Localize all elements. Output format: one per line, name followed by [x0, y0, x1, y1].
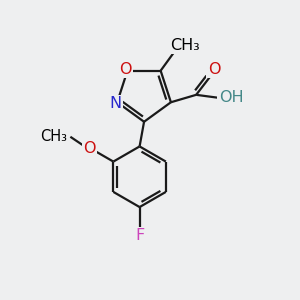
Text: N: N [110, 96, 122, 111]
Text: O: O [208, 62, 220, 77]
Text: OH: OH [219, 90, 243, 105]
Text: O: O [119, 62, 131, 77]
Text: F: F [135, 228, 144, 243]
Text: CH₃: CH₃ [170, 38, 200, 53]
Text: O: O [83, 141, 95, 156]
Text: CH₃: CH₃ [40, 129, 67, 144]
